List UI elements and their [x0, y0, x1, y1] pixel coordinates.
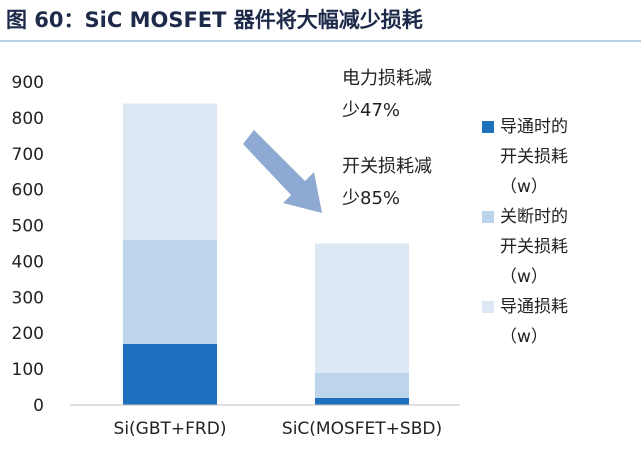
bar-segment-3 [315, 243, 409, 373]
bar-segment-1 [123, 343, 217, 405]
y-tick-label: 700 [12, 145, 44, 165]
legend-label: 导通损耗（w） [500, 297, 568, 347]
legend: 导通时的开关损耗（w） 关断时的开关损耗（w） 导通损耗（w） [482, 117, 568, 347]
annotations: 电力损耗减少47% 开关损耗减少85% [342, 68, 432, 209]
y-tick-label: 100 [12, 360, 44, 380]
y-tick-label: 500 [12, 217, 44, 237]
category-labels: Si(GBT+FRD) SiC(MOSFET+SBD) [114, 419, 443, 439]
y-tick-label: 900 [12, 73, 44, 93]
bar-segment-2 [123, 239, 217, 344]
title-divider [0, 40, 641, 42]
annotation-text: 电力损耗减少47% [342, 68, 432, 121]
bar-segment-1 [315, 397, 409, 405]
y-tick-label: 200 [12, 324, 44, 344]
y-tick-label: 600 [12, 181, 44, 201]
bar-segments [123, 103, 409, 405]
bar-segment-3 [123, 103, 217, 240]
x-category-label: Si(GBT+FRD) [114, 419, 227, 439]
annotation-text: 开关损耗减少85% [342, 156, 432, 209]
y-axis-ticks: 0 100 200 300 400 500 600 700 800 900 [12, 73, 44, 416]
y-tick-label: 800 [12, 109, 44, 129]
legend-swatch [482, 121, 494, 133]
y-tick-label: 0 [33, 396, 44, 416]
legend-swatch [482, 301, 494, 313]
bar-segment-2 [315, 372, 409, 398]
y-tick-label: 400 [12, 252, 44, 272]
decrease-arrow [243, 130, 322, 213]
y-tick-label: 300 [12, 288, 44, 308]
figure-title: 图 60：SiC MOSFET 器件将大幅减少损耗 [6, 8, 423, 32]
x-category-label: SiC(MOSFET+SBD) [282, 419, 442, 439]
legend-label: 关断时的开关损耗（w） [500, 207, 568, 287]
legend-swatch [482, 211, 494, 223]
legend-label: 导通时的开关损耗（w） [500, 117, 568, 197]
